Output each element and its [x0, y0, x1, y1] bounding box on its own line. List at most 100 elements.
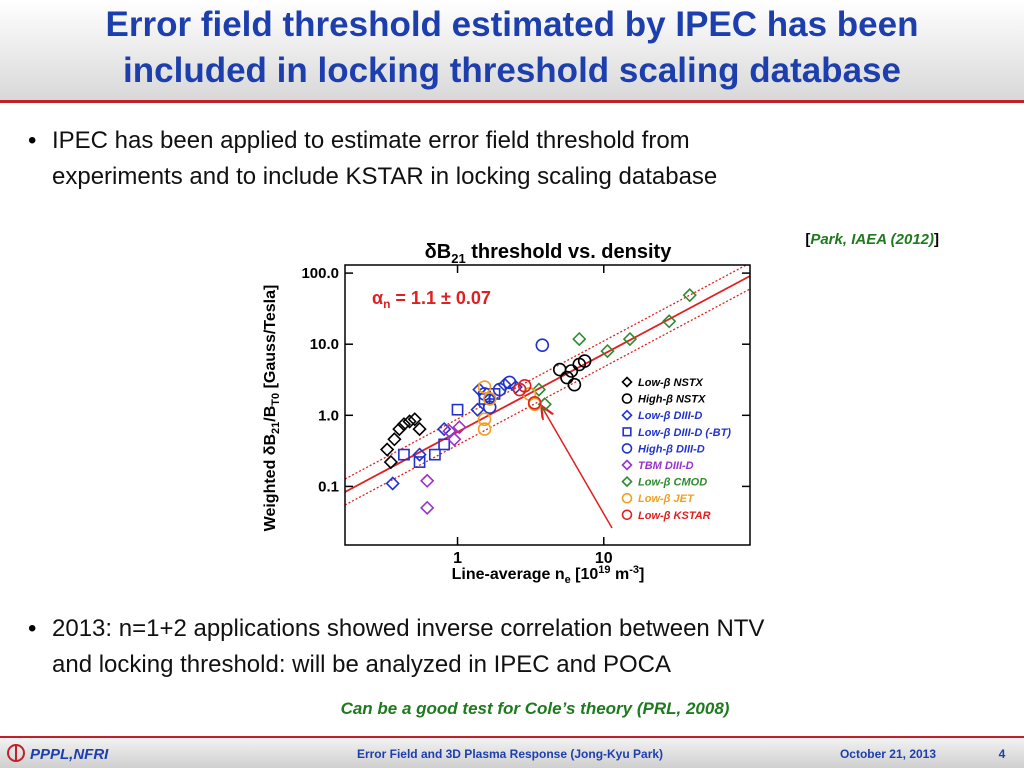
data-point	[662, 314, 677, 329]
chart-background	[255, 230, 760, 590]
data-point	[470, 402, 485, 417]
legend-label: Low-β NSTX	[638, 377, 704, 389]
footer-page: 4	[999, 747, 1006, 761]
legend-label: Low-β DIII-D	[638, 410, 702, 422]
legend-label: Low-β JET	[638, 493, 695, 505]
data-point	[572, 331, 587, 347]
data-point	[622, 331, 638, 347]
footer-date: October 21, 2013	[840, 747, 936, 761]
legend-marker	[621, 443, 633, 454]
data-point	[420, 473, 435, 488]
legend-marker	[621, 492, 633, 504]
bullet-text: experiments and to include KSTAR in lock…	[52, 163, 717, 190]
data-point	[502, 375, 517, 390]
title-sub: 21	[451, 251, 465, 266]
label-part: m	[611, 566, 630, 583]
legend-label: TBM DIII-D	[638, 460, 694, 472]
data-point	[517, 379, 532, 393]
label-sub: T0	[270, 393, 282, 406]
label-part: /B	[262, 406, 279, 422]
legend-marker	[621, 409, 633, 421]
legend-label: High-β DIII-D	[638, 443, 705, 455]
footer-org: PPPL,NFRI	[30, 746, 109, 763]
data-point	[482, 400, 497, 415]
footer-band	[0, 738, 1024, 768]
legend-marker	[621, 393, 633, 404]
note: Can be a good test for Cole’s theory (PR…	[341, 699, 730, 718]
data-point	[402, 414, 417, 429]
data-point	[497, 377, 512, 392]
data-point	[567, 377, 582, 392]
fit-bound	[345, 288, 750, 506]
footer-rule	[0, 736, 1024, 738]
data-point	[379, 442, 395, 457]
data-point	[482, 392, 497, 406]
data-point	[600, 343, 615, 359]
label-part: ]	[639, 566, 644, 583]
data-point	[452, 420, 467, 435]
fit-annotation: αn = 1.1 ± 0.07	[372, 288, 491, 311]
data-point	[438, 438, 451, 451]
annotation-part: α	[372, 288, 383, 308]
fit-bound	[345, 265, 748, 480]
label-part: Line-average n	[452, 566, 565, 583]
title-line: Error field threshold estimated by IPEC …	[106, 5, 919, 44]
data-point	[447, 432, 462, 447]
data-point	[407, 412, 422, 427]
citation: [Park, IAEA (2012)]	[805, 231, 939, 248]
x-tick-label: 1	[453, 550, 462, 567]
bullet-text: IPEC has been applied to estimate error …	[52, 127, 690, 154]
data-point	[682, 287, 697, 303]
label-part: [Gauss/Tesla]	[262, 285, 279, 393]
label-sup: -3	[629, 564, 639, 576]
data-point	[564, 364, 579, 378]
data-point	[477, 412, 492, 427]
label-part: [10	[571, 566, 599, 583]
bracket: ]	[934, 231, 939, 248]
data-point	[531, 382, 547, 397]
legend-marker	[621, 376, 633, 388]
y-tick-label: 1.0	[318, 407, 339, 424]
legend-marker	[621, 475, 633, 488]
legend-label: Low-β DIII-D (-BT)	[638, 427, 731, 439]
data-point	[535, 338, 550, 352]
label-sub: 21	[270, 422, 282, 434]
chart-title: δB21 threshold vs. density	[425, 241, 673, 266]
data-point	[477, 380, 492, 394]
legend-label: Low-β CMOD	[638, 477, 707, 489]
data-point	[396, 417, 412, 432]
title-part: threshold vs. density	[466, 241, 672, 263]
data-point	[392, 421, 407, 437]
data-point	[451, 403, 464, 416]
fit-line	[345, 275, 750, 493]
legend-marker	[621, 459, 633, 471]
kstar-arrow	[542, 407, 613, 529]
bullet-text: 2013: n=1+2 applications showed inverse …	[52, 615, 764, 642]
chart: δB21 threshold vs. density Weighted δB21…	[255, 230, 760, 590]
legend-label: High-β NSTX	[638, 394, 706, 406]
data-point	[413, 456, 426, 468]
legend-marker	[622, 427, 632, 437]
bullet-dot: •	[28, 615, 36, 642]
label-sup: 19	[598, 564, 610, 576]
data-point	[477, 422, 492, 436]
data-point	[412, 421, 427, 437]
legend-marker	[621, 509, 633, 521]
legend-label: Low-β KSTAR	[638, 510, 711, 522]
data-point	[412, 447, 427, 462]
data-point	[492, 382, 507, 397]
bracket: [	[805, 231, 810, 248]
bullet-text: and locking threshold: will be analyzed …	[52, 651, 671, 678]
data-point	[527, 395, 542, 410]
citation-text: Park, IAEA (2012)	[810, 231, 934, 248]
data-point	[428, 448, 441, 461]
data-point	[387, 432, 402, 447]
label-part: Weighted δB	[262, 434, 279, 531]
y-tick-label: 100.0	[301, 265, 339, 282]
logo	[7, 744, 25, 762]
x-tick-label: 10	[595, 550, 613, 567]
x-axis-label: Line-average ne [1019 m-3]	[452, 564, 645, 586]
annotation-part: = 1.1 ± 0.07	[390, 288, 490, 308]
plot-frame	[344, 264, 751, 546]
